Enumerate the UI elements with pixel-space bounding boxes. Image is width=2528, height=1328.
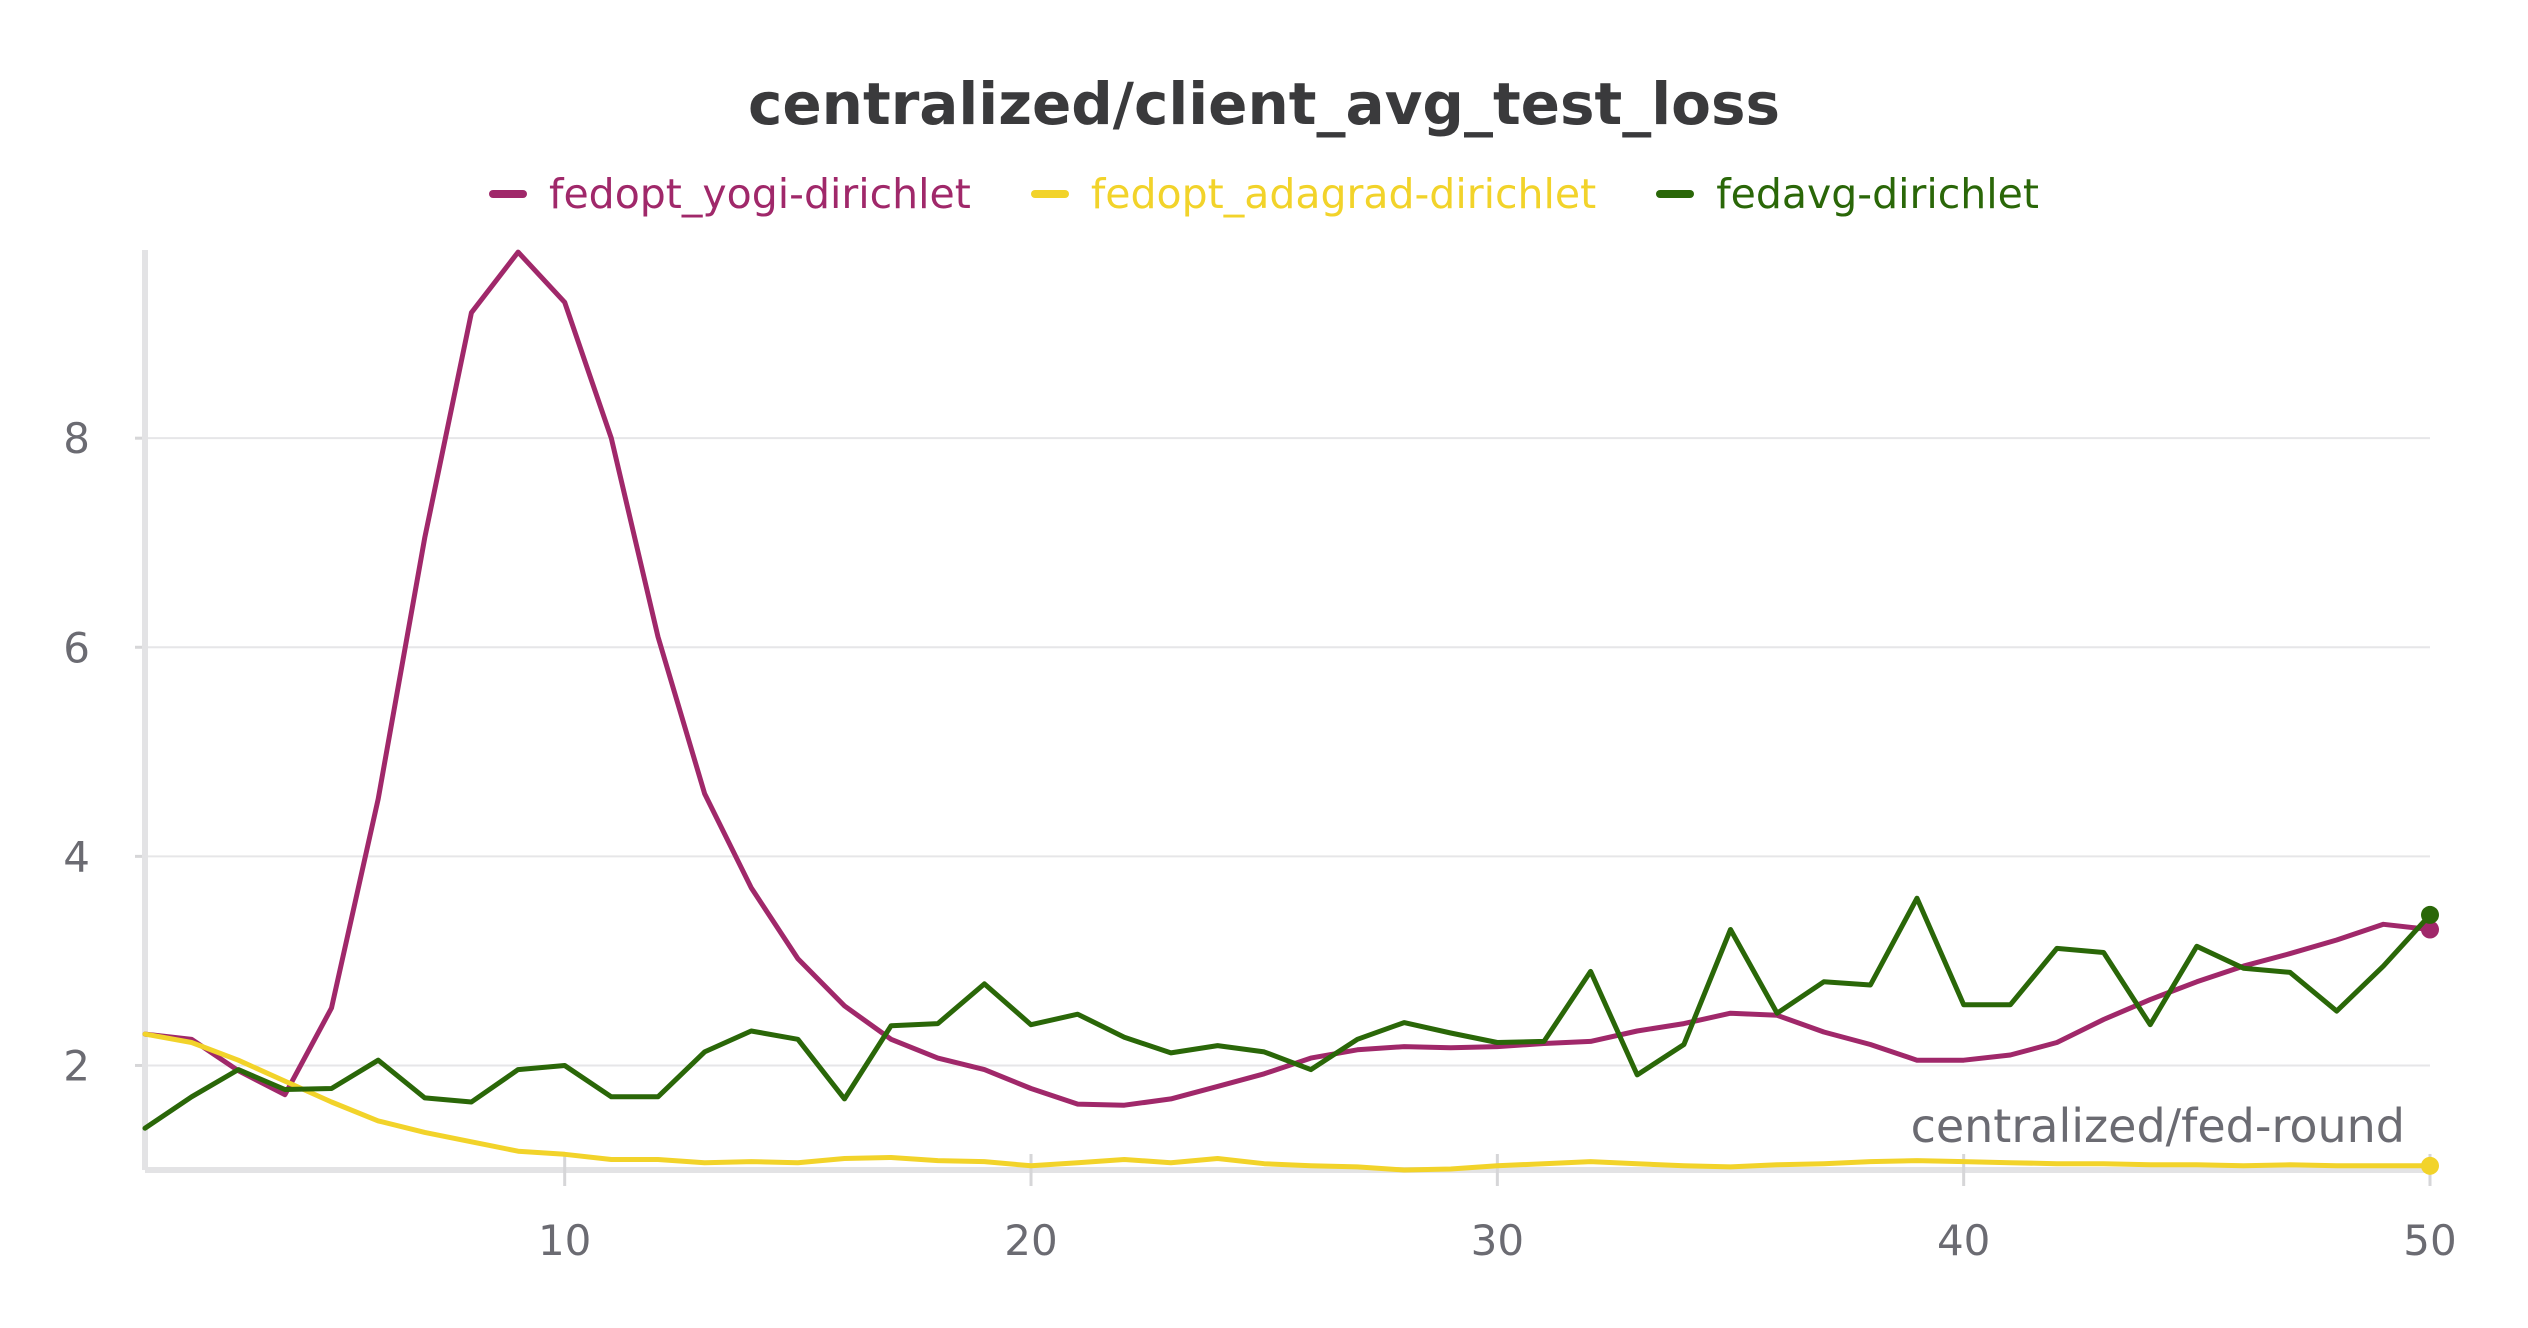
legend-label: fedavg-dirichlet	[1716, 170, 2039, 218]
y-tick-label: 2	[63, 1041, 90, 1090]
y-tick-label: 8	[63, 414, 90, 463]
legend-label: fedopt_adagrad-dirichlet	[1090, 170, 1597, 218]
chart-title: centralized/client_avg_test_loss	[747, 70, 1781, 138]
legend-swatch	[1656, 190, 1695, 198]
series-end-marker-fedopt_adagrad-dirichlet	[2421, 1156, 2439, 1175]
x-tick-label: 20	[1004, 1216, 1057, 1265]
series-line-fedavg-dirichlet	[142, 895, 2433, 1131]
series-line-fedopt_adagrad-dirichlet	[142, 1031, 2433, 1173]
series-end-marker-fedavg-dirichlet	[2421, 905, 2439, 924]
legend: fedopt_yogi-dirichlet fedopt_adagrad-diri…	[0, 170, 2528, 218]
series-line-fedopt_yogi-dirichlet	[142, 249, 2433, 1108]
series-end-marker-fedopt_yogi-dirichlet	[2421, 920, 2439, 939]
y-tick-label: 6	[63, 623, 90, 672]
legend-swatch	[1030, 190, 1069, 198]
x-axis-label: centralized/fed-round	[1911, 1099, 2405, 1153]
legend-item[interactable]: fedavg-dirichlet	[1656, 170, 2039, 218]
legend-swatch	[489, 190, 528, 198]
y-tick-label: 4	[63, 832, 90, 881]
x-tick-label: 50	[2403, 1216, 2456, 1265]
legend-item[interactable]: fedopt_adagrad-dirichlet	[1030, 170, 1597, 218]
legend-item[interactable]: fedopt_yogi-dirichlet	[489, 170, 971, 218]
x-tick-label: 40	[1937, 1216, 1990, 1265]
legend-label: fedopt_yogi-dirichlet	[549, 170, 971, 218]
x-tick-label: 30	[1471, 1216, 1524, 1265]
x-tick-label: 10	[538, 1216, 591, 1265]
